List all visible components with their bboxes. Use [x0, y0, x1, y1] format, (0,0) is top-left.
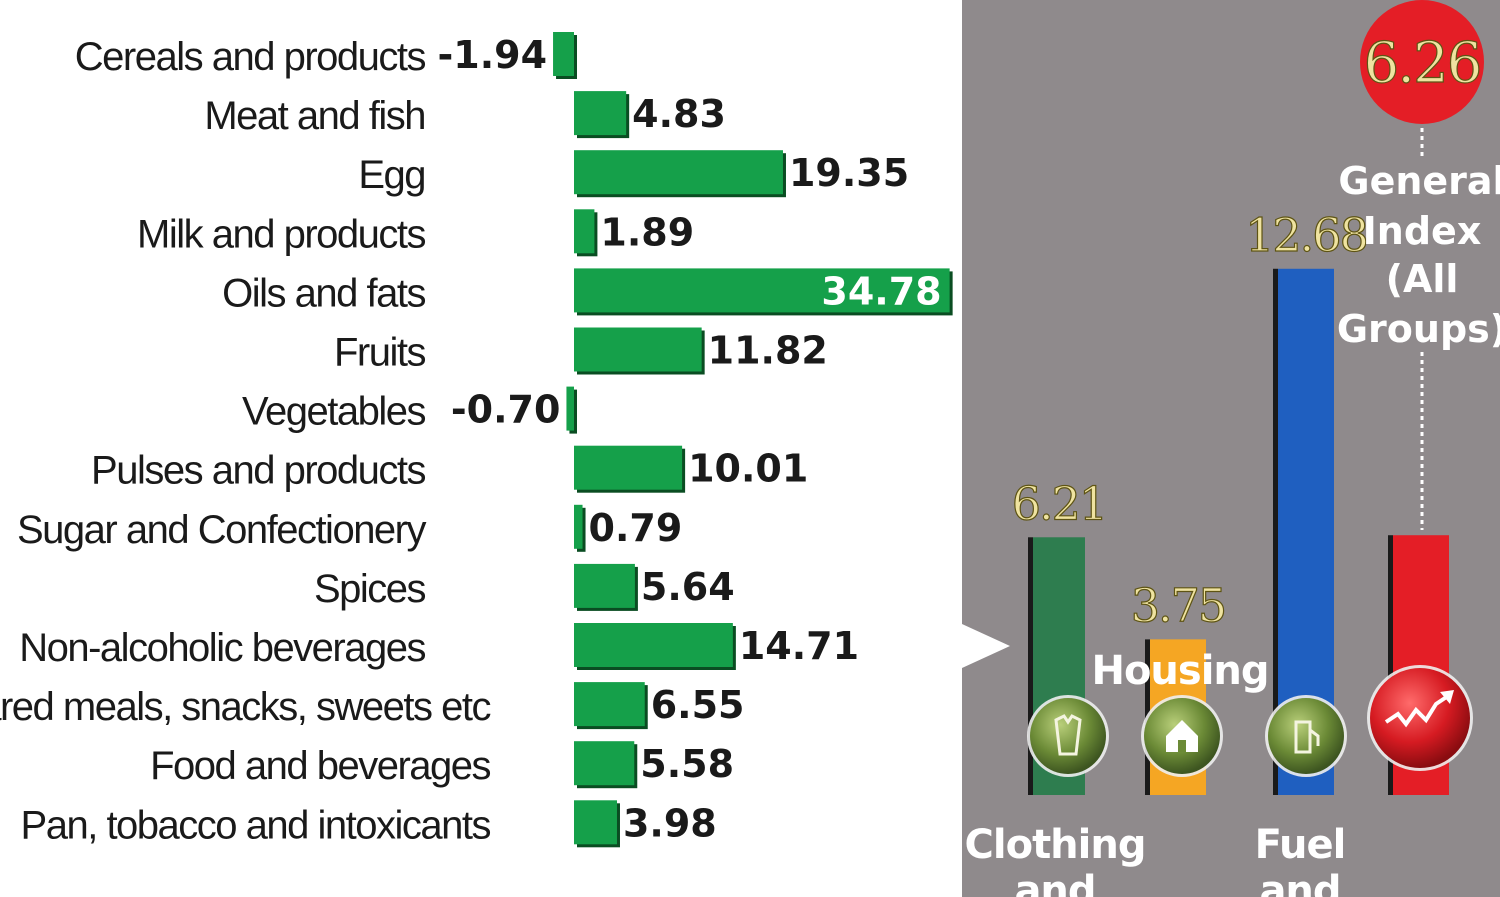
general-index-line-2: Index	[1363, 209, 1482, 253]
trend-arrow-glyph	[1384, 694, 1450, 728]
vbar-value-label-1: 3.75	[1131, 578, 1225, 632]
house-door	[1178, 740, 1186, 752]
bar-7	[574, 445, 683, 490]
general-index-line-3: (All	[1386, 257, 1459, 301]
bar-9	[574, 563, 635, 608]
value-label-13: 3.98	[623, 801, 717, 845]
general-index-badge-value: 6.26	[1364, 31, 1481, 96]
category-label-11: Prepared meals, snacks, sweets etc	[0, 685, 490, 729]
bar-13	[574, 800, 617, 845]
category-label-1: Meat and fish	[204, 94, 425, 138]
vbar-shadow-2	[1273, 268, 1278, 795]
general-index-badge-circle	[1360, 0, 1484, 124]
label-fuel-line2: and	[1259, 868, 1340, 897]
general-index-line-4: Groups)	[1337, 307, 1500, 351]
fuel-pump-icon	[1268, 698, 1344, 774]
bar-1	[574, 91, 627, 136]
value-label-4: 34.78	[821, 269, 941, 313]
bar-0	[553, 32, 574, 76]
category-label-0: Cereals and products	[75, 35, 426, 79]
label-clothing-line1: Clothing	[965, 822, 1146, 868]
pointer-arrow	[962, 624, 1010, 668]
bar-6	[566, 386, 574, 431]
vbar-shadow-3	[1388, 535, 1393, 795]
category-label-3: Milk and products	[137, 212, 425, 256]
value-label-9: 5.64	[641, 565, 735, 609]
vbar-value-label-2: 12.68	[1245, 208, 1367, 262]
category-label-12: Food and beverages	[150, 744, 490, 788]
value-label-10: 14.71	[739, 624, 859, 668]
category-label-4: Oils and fats	[222, 271, 425, 315]
category-label-5: Fruits	[334, 331, 426, 375]
label-clothing-line2: and	[1014, 868, 1095, 897]
bar-2	[574, 150, 783, 195]
value-label-8: 0.79	[589, 506, 683, 550]
category-label-7: Pulses and products	[91, 449, 425, 493]
value-label-6: -0.70	[451, 388, 561, 432]
shirt-glyph	[1054, 714, 1082, 756]
value-label-7: 10.01	[688, 447, 808, 491]
bar-8	[574, 504, 583, 549]
bar-12	[574, 741, 635, 786]
bar-10	[574, 623, 733, 667]
category-label-13: Pan, tobacco and intoxicants	[21, 803, 491, 847]
label-fuel-line1: Fuel	[1255, 822, 1346, 868]
bar-11	[574, 682, 645, 727]
value-label-3: 1.89	[600, 210, 694, 254]
category-label-8: Sugar and Confectionery	[17, 508, 427, 552]
general-index-line-1: General	[1338, 159, 1500, 203]
value-label-5: 11.82	[708, 329, 828, 373]
vbar-value-label-0: 6.21	[1012, 476, 1106, 530]
label-housing: Housing	[1091, 648, 1268, 694]
shirt-icon	[1030, 698, 1106, 774]
value-label-1: 4.83	[632, 92, 726, 136]
bar-5	[574, 327, 702, 372]
vbar-shadow-0	[1028, 537, 1033, 795]
value-label-12: 5.58	[640, 742, 734, 786]
general-index-block: 6.26 General Index (All Groups)	[1337, 0, 1500, 530]
left-panel-background	[0, 0, 962, 897]
category-label-6: Vegetables	[242, 390, 425, 434]
value-label-2: 19.35	[789, 151, 909, 195]
trend-arrow-head	[1440, 690, 1454, 704]
trend-arrow-icon	[1370, 668, 1470, 768]
vertical-bar-chart: 6.21 3.75 12.68	[1011, 207, 1473, 795]
category-label-9: Spices	[314, 567, 426, 611]
value-label-0: -1.94	[438, 33, 548, 77]
category-label-10: Non-alcoholic beverages	[19, 626, 425, 670]
horizontal-bar-chart: Cereals and products -1.94 Meat and fish 4.…	[0, 32, 953, 848]
category-label-2: Egg	[358, 153, 425, 197]
bar-3	[574, 209, 595, 254]
fuel-pump-glyph	[1294, 720, 1320, 754]
value-label-11: 6.55	[651, 683, 745, 727]
group-labels: Clothing and Housing Fuel and	[965, 648, 1347, 897]
house-glyph	[1166, 720, 1198, 752]
bar-4	[574, 268, 950, 313]
